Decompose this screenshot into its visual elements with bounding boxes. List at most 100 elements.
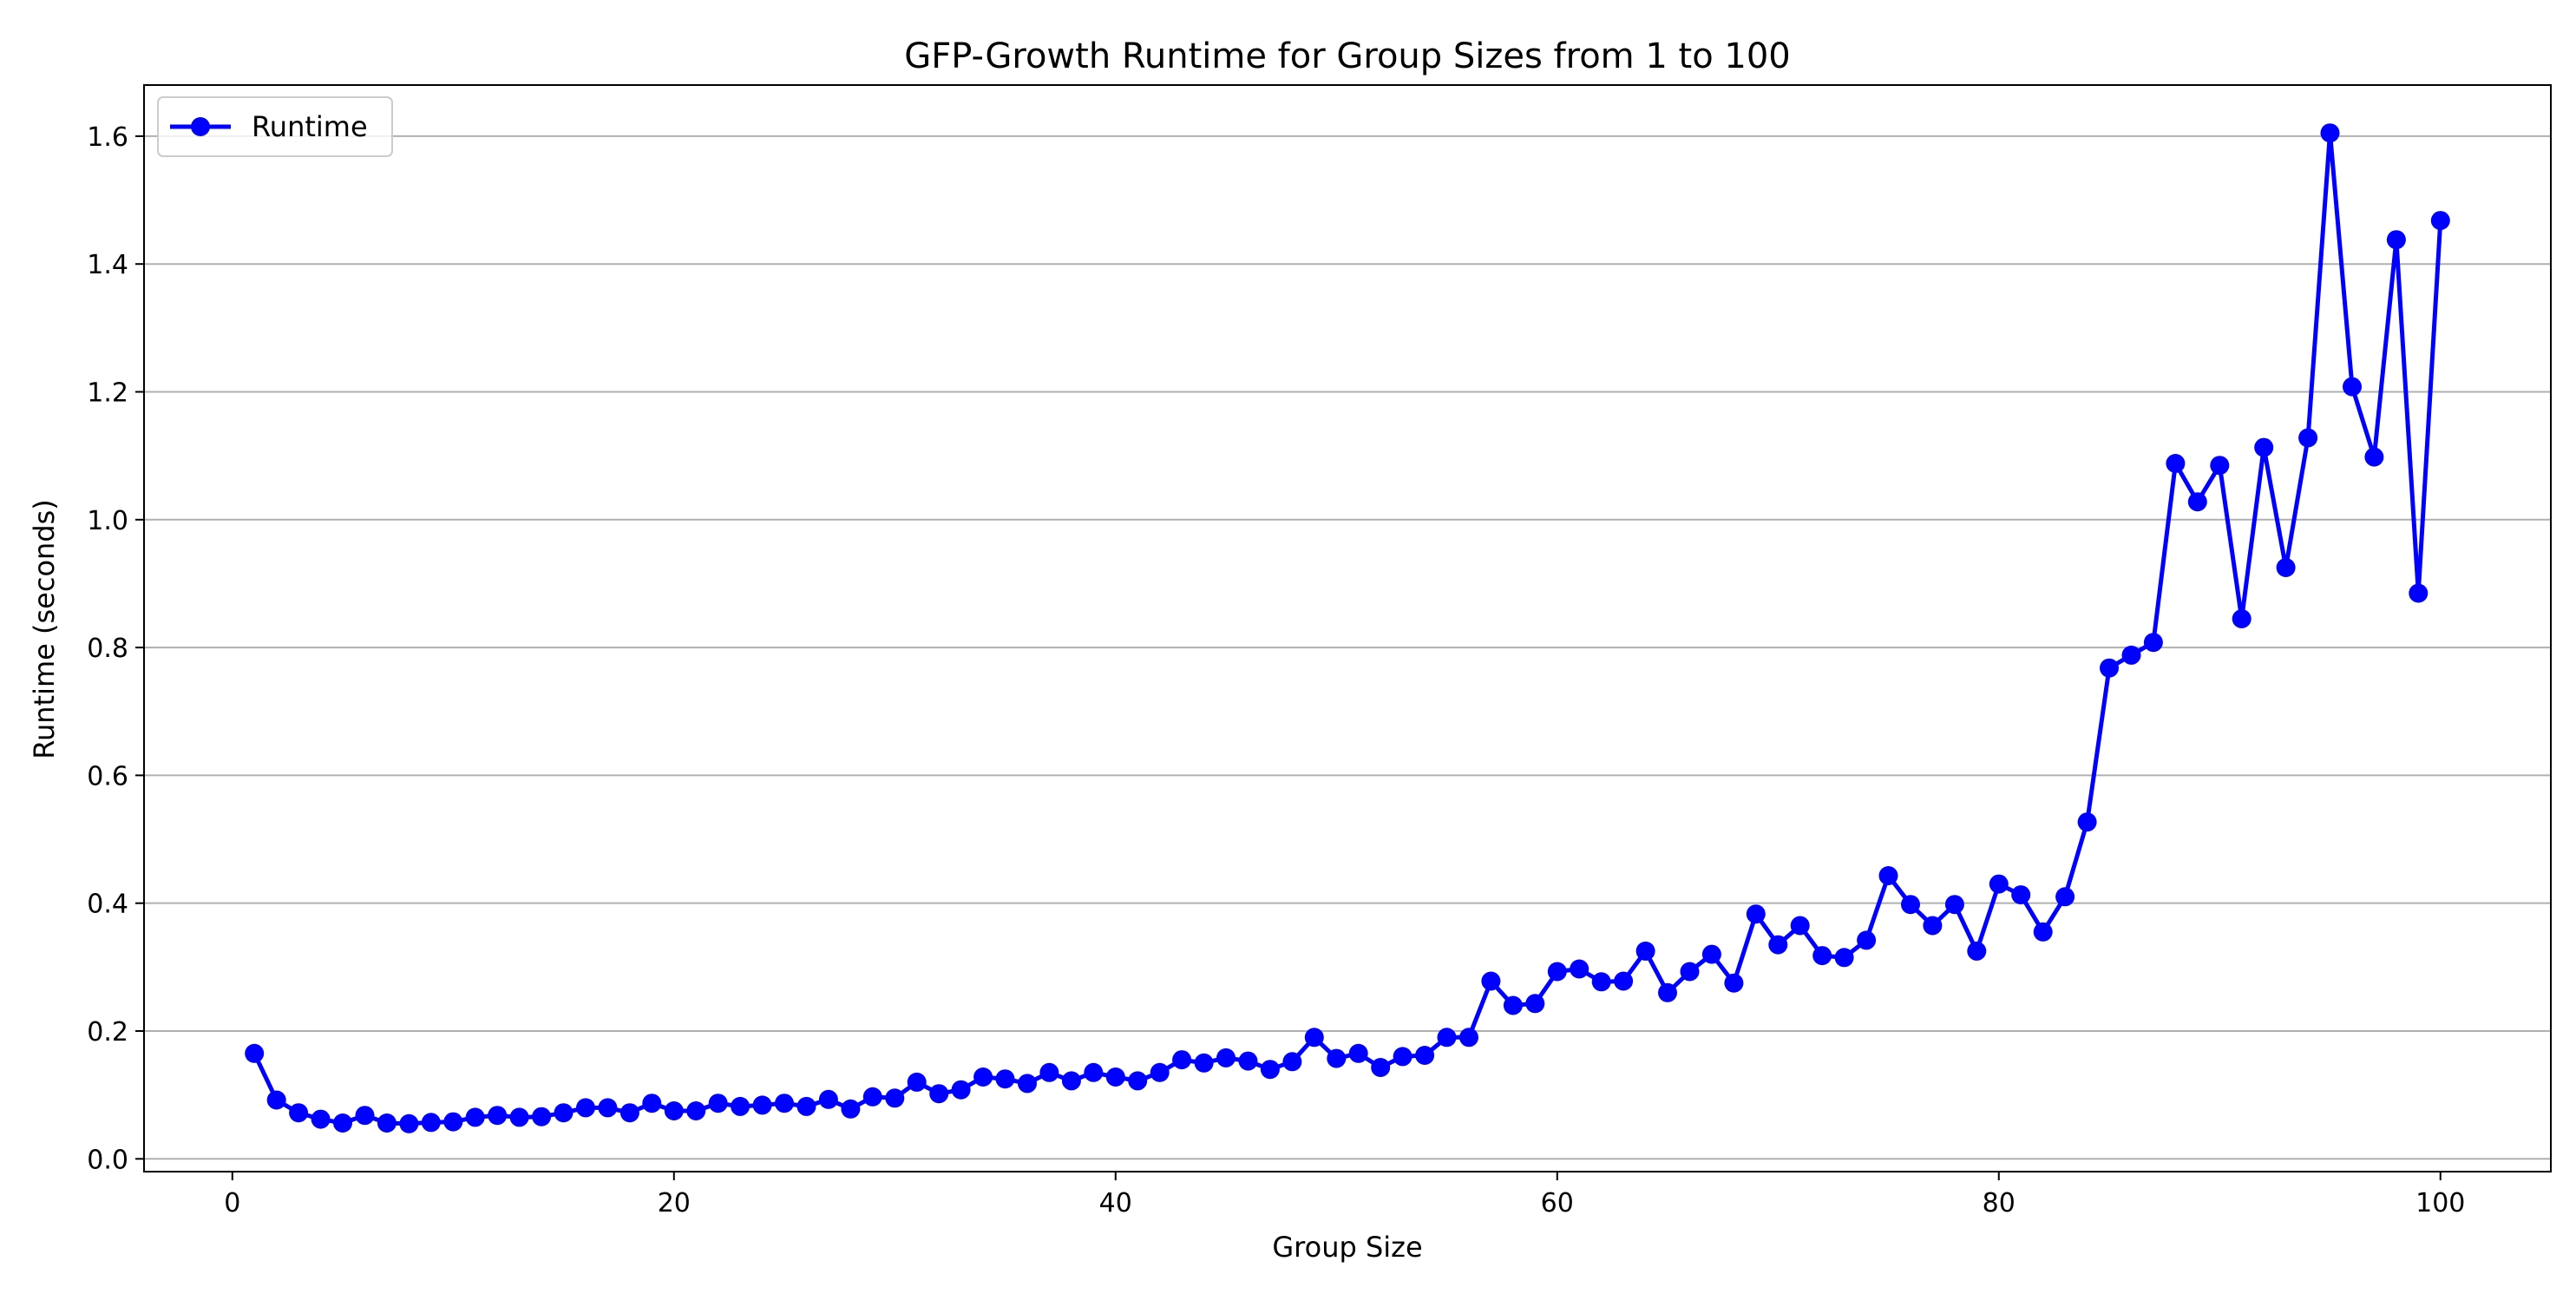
x-tick-label: 100 (2415, 1188, 2465, 1218)
data-point (1923, 916, 1943, 936)
data-point (2100, 658, 2119, 678)
data-point (1503, 995, 1523, 1015)
y-gridlines (144, 135, 2551, 1160)
data-point (1194, 1053, 1214, 1073)
data-point (1768, 935, 1788, 955)
data-point (311, 1109, 331, 1129)
data-point (1857, 930, 1877, 950)
data-point (1371, 1058, 1391, 1077)
data-point (1967, 941, 1987, 961)
data-point (1680, 962, 1700, 982)
data-point (355, 1106, 375, 1126)
data-point (775, 1094, 794, 1113)
x-tick-label: 80 (1983, 1188, 2016, 1218)
data-point (1724, 973, 1744, 993)
x-tick-label: 60 (1541, 1188, 1574, 1218)
data-point (399, 1113, 419, 1133)
chart-title: GFP-Growth Runtime for Group Sizes from … (904, 36, 1790, 76)
x-tick-label: 0 (224, 1188, 240, 1218)
data-point (2276, 558, 2296, 577)
data-point (2364, 447, 2384, 467)
y-axis-label: Runtime (seconds) (28, 499, 61, 759)
data-point (488, 1106, 508, 1126)
series-line (252, 130, 2443, 1127)
data-point (2343, 377, 2362, 397)
data-point (1282, 1052, 1302, 1072)
data-point (1150, 1062, 1170, 1082)
data-point (995, 1069, 1015, 1089)
legend-box (157, 96, 393, 157)
data-point (907, 1072, 927, 1092)
data-point (2232, 609, 2252, 628)
data-point (1459, 1028, 1478, 1048)
data-point (576, 1098, 595, 1118)
data-point (421, 1113, 441, 1133)
data-point (1812, 946, 1832, 966)
data-point (1658, 982, 1677, 1002)
data-point (2055, 887, 2075, 907)
data-point (1128, 1071, 1148, 1091)
x-tick-label: 20 (658, 1188, 691, 1218)
y-tick-label: 1.2 (87, 378, 128, 409)
data-point (973, 1067, 993, 1087)
data-point (333, 1113, 352, 1133)
data-point (1172, 1050, 1192, 1070)
data-point (465, 1107, 485, 1127)
data-point (1415, 1046, 1435, 1065)
data-point (2011, 885, 2031, 905)
data-point (686, 1101, 706, 1120)
series-runtime (245, 123, 2450, 1133)
data-point (731, 1096, 751, 1116)
data-point (1437, 1028, 1457, 1048)
data-point (664, 1101, 684, 1120)
data-point (245, 1043, 265, 1063)
data-point (1746, 904, 1766, 924)
data-point (2187, 492, 2207, 512)
data-point (1393, 1047, 1413, 1067)
data-point (2430, 211, 2450, 231)
data-point (1790, 916, 1810, 936)
data-point (929, 1084, 949, 1104)
data-point (1591, 972, 1611, 992)
data-point (619, 1103, 639, 1123)
data-point (2298, 428, 2318, 448)
data-point (2210, 456, 2230, 476)
y-tick-label: 0.6 (87, 761, 128, 792)
data-point (1701, 944, 1721, 964)
data-point (1901, 895, 1920, 915)
data-point (2166, 454, 2186, 473)
data-point (443, 1112, 463, 1132)
data-point (1304, 1028, 1324, 1048)
data-point (1525, 994, 1545, 1014)
data-point (708, 1094, 728, 1113)
x-tick-label: 40 (1099, 1188, 1132, 1218)
data-point (1238, 1051, 1258, 1071)
data-point (2254, 437, 2274, 457)
data-point (1635, 941, 1655, 961)
data-point (818, 1089, 838, 1109)
y-tick-label: 0.8 (87, 634, 128, 664)
data-point (1878, 866, 1898, 885)
y-axis-ticks: 0.0 0.2 0.4 0.6 0.8 1.0 1.2 1.4 1.6 (87, 122, 144, 1175)
data-point (2320, 123, 2340, 143)
data-point (1944, 895, 1964, 915)
data-point (796, 1096, 816, 1116)
data-point (266, 1090, 286, 1110)
data-point (532, 1107, 552, 1127)
y-tick-label: 1.6 (87, 122, 128, 153)
data-point (885, 1088, 905, 1108)
y-tick-label: 0.4 (87, 890, 128, 920)
legend-label-runtime: Runtime (252, 110, 368, 143)
data-point (642, 1094, 662, 1113)
legend-marker-sample (191, 117, 210, 136)
data-point (1614, 971, 1634, 991)
data-point (1547, 962, 1567, 982)
data-point (841, 1099, 861, 1119)
data-point (2409, 583, 2429, 603)
y-tick-label: 1.0 (87, 506, 128, 536)
data-point (554, 1103, 574, 1123)
data-point (752, 1095, 772, 1115)
data-point (1989, 874, 2009, 894)
y-tick-label: 0.0 (87, 1145, 128, 1175)
